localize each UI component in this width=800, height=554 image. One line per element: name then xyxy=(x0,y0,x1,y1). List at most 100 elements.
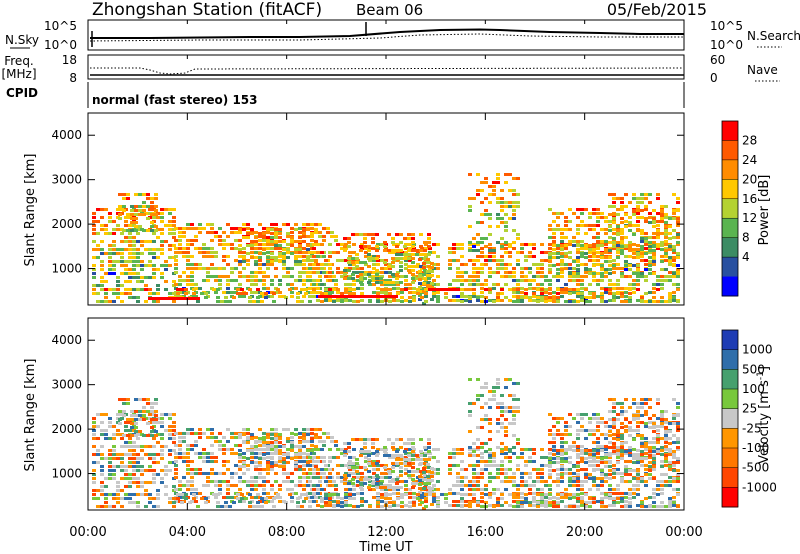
velocity-cell xyxy=(294,428,298,431)
velocity-cell xyxy=(298,480,302,483)
power-cell xyxy=(358,295,362,298)
power-cell xyxy=(310,232,314,235)
power-cell xyxy=(676,256,680,259)
velocity-cell xyxy=(504,446,508,449)
velocity-cell xyxy=(234,484,238,487)
velocity-cell xyxy=(620,413,624,416)
power-cell xyxy=(576,208,580,211)
velocity-cell xyxy=(376,492,380,495)
velocity-cell xyxy=(298,445,302,448)
power-cell xyxy=(652,300,656,303)
power-cell xyxy=(222,243,226,246)
velocity-cell xyxy=(395,454,399,457)
velocity-cell xyxy=(168,453,172,456)
power-cell xyxy=(524,296,528,299)
velocity-cell xyxy=(580,417,584,420)
velocity-cell xyxy=(640,421,644,424)
velocity-cell xyxy=(556,452,560,455)
velocity-cell xyxy=(520,496,524,499)
power-cell xyxy=(612,283,616,286)
velocity-cell xyxy=(596,413,600,416)
velocity-cell xyxy=(404,472,408,475)
power-cell xyxy=(312,251,316,254)
power-cell xyxy=(476,283,480,286)
velocity-cell xyxy=(332,456,336,459)
velocity-cell xyxy=(430,471,434,474)
power-cell xyxy=(308,275,312,278)
power-cell xyxy=(391,281,395,284)
velocity-cell xyxy=(399,486,403,489)
velocity-cell xyxy=(347,446,351,449)
power-cell xyxy=(298,275,302,278)
power-cell xyxy=(592,296,596,299)
power-cell xyxy=(404,283,408,286)
power-cell xyxy=(387,249,391,252)
velocity-cell xyxy=(132,473,136,476)
power-cell xyxy=(240,292,244,295)
power-cell xyxy=(536,296,540,299)
power-cell xyxy=(174,247,178,250)
velocity-cell xyxy=(448,456,452,459)
power-cell xyxy=(488,271,492,274)
power-cell xyxy=(286,283,290,286)
velocity-cell xyxy=(312,472,316,475)
power-cell xyxy=(432,295,436,298)
power-cell xyxy=(676,275,680,278)
power-cell xyxy=(656,243,660,246)
velocity-cell xyxy=(351,478,355,481)
power-cell xyxy=(176,292,180,295)
power-cell xyxy=(496,177,500,180)
velocity-cell xyxy=(676,457,680,460)
velocity-cell xyxy=(628,406,632,409)
power-cell xyxy=(600,252,604,255)
velocity-cell xyxy=(351,482,355,485)
power-cell xyxy=(302,235,306,238)
velocity-cell xyxy=(198,436,202,439)
velocity-cell xyxy=(154,430,158,433)
velocity-cell xyxy=(430,475,434,478)
velocity-cell xyxy=(508,406,512,409)
power-cell xyxy=(468,249,472,252)
power-cell xyxy=(134,217,138,220)
power-cell xyxy=(258,252,262,255)
velocity-cell xyxy=(202,456,206,459)
velocity-cell xyxy=(612,464,616,467)
power-cell xyxy=(600,268,604,271)
power-cell xyxy=(314,223,318,226)
power-cell xyxy=(302,271,306,274)
velocity-cell xyxy=(356,505,360,508)
power-cell xyxy=(488,249,492,252)
power-cell xyxy=(532,247,536,250)
velocity-cell xyxy=(668,480,672,483)
velocity-cell xyxy=(648,421,652,424)
power-cell xyxy=(404,279,408,282)
power-cell xyxy=(600,287,604,290)
velocity-cell xyxy=(548,469,552,472)
velocity-cell xyxy=(302,433,306,436)
power-cell xyxy=(496,173,500,176)
power-cell xyxy=(512,288,516,291)
velocity-cell xyxy=(380,493,384,496)
power-cell xyxy=(480,283,484,286)
velocity-cell xyxy=(168,497,172,500)
velocity-cell xyxy=(156,505,160,508)
velocity-cell xyxy=(512,410,516,413)
velocity-cell xyxy=(310,496,314,499)
power-cell xyxy=(360,267,364,270)
velocity-cell xyxy=(302,464,306,467)
power-cell xyxy=(340,243,344,246)
velocity-cell xyxy=(126,398,130,401)
power-cell xyxy=(206,279,210,282)
power-cell xyxy=(218,267,222,270)
velocity-cell xyxy=(308,500,312,503)
velocity-cell xyxy=(380,500,384,503)
date-label: 05/Feb/2015 xyxy=(607,0,707,19)
velocity-cell xyxy=(206,456,210,459)
power-cell xyxy=(584,288,588,291)
velocity-cell xyxy=(108,425,112,428)
velocity-cell xyxy=(436,505,440,508)
velocity-cell xyxy=(246,441,250,444)
velocity-cell xyxy=(604,476,608,479)
velocity-cell xyxy=(336,464,340,467)
velocity-cell xyxy=(399,454,403,457)
